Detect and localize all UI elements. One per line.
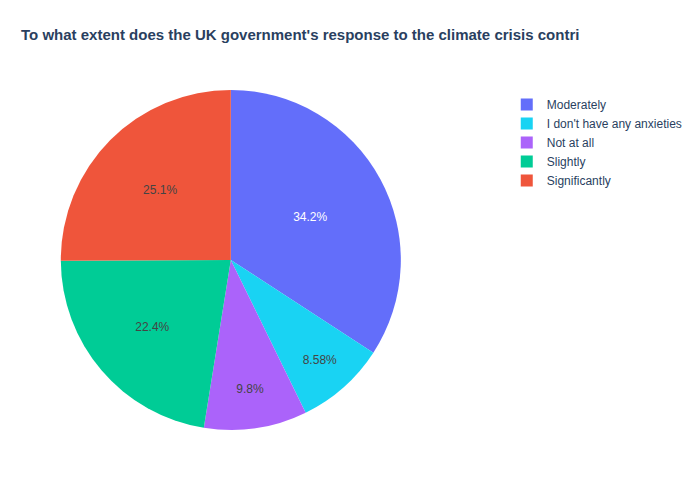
svg-text:8.58%: 8.58%	[303, 353, 337, 367]
svg-text:Not at all: Not at all	[547, 136, 594, 150]
svg-text:Moderately: Moderately	[547, 98, 606, 112]
svg-text:22.4%: 22.4%	[135, 320, 169, 334]
svg-text:9.8%: 9.8%	[236, 382, 264, 396]
svg-text:Significantly: Significantly	[547, 174, 611, 188]
svg-text:34.2%: 34.2%	[293, 210, 327, 224]
svg-text:To what extent does the UK gov: To what extent does the UK government's …	[21, 26, 579, 43]
svg-text:Slightly: Slightly	[547, 155, 586, 169]
svg-text:I don't have any anxieties: I don't have any anxieties	[547, 117, 682, 131]
svg-text:25.1%: 25.1%	[143, 183, 177, 197]
